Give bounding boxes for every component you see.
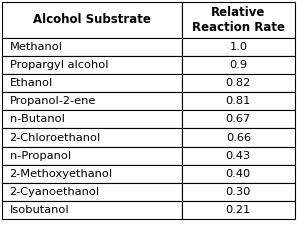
Bar (2, 92, 182, 110)
Bar (182, 165, 295, 183)
Text: 0.30: 0.30 (226, 187, 251, 197)
Bar (182, 74, 295, 92)
Text: Alcohol Substrate: Alcohol Substrate (33, 13, 151, 26)
Text: 0.9: 0.9 (229, 60, 247, 70)
Text: 0.21: 0.21 (226, 205, 251, 215)
Text: 1.0: 1.0 (229, 42, 247, 52)
Bar (2, 56, 182, 74)
Bar (2, 147, 182, 165)
Bar (2, 201, 182, 219)
Text: Isobutanol: Isobutanol (10, 205, 69, 215)
Bar (2, 38, 182, 56)
Bar (182, 183, 295, 201)
Bar (182, 110, 295, 129)
Bar (182, 2, 295, 38)
Text: 2-Cyanoethanol: 2-Cyanoethanol (10, 187, 100, 197)
Text: 0.66: 0.66 (226, 133, 251, 143)
Text: 0.40: 0.40 (226, 169, 251, 179)
Text: 0.43: 0.43 (226, 151, 251, 161)
Bar (182, 147, 295, 165)
Text: n-Propanol: n-Propanol (10, 151, 71, 161)
Text: 0.82: 0.82 (226, 78, 251, 88)
Bar (2, 129, 182, 147)
Text: Methanol: Methanol (10, 42, 63, 52)
Text: Propargyl alcohol: Propargyl alcohol (10, 60, 108, 70)
Bar (182, 38, 295, 56)
Bar (182, 92, 295, 110)
Bar (2, 2, 182, 38)
Text: 2-Chloroethanol: 2-Chloroethanol (10, 133, 101, 143)
Text: Ethanol: Ethanol (10, 78, 53, 88)
Bar (2, 183, 182, 201)
Bar (2, 110, 182, 129)
Text: 2-Methoxyethanol: 2-Methoxyethanol (10, 169, 113, 179)
Text: Propanol-2-ene: Propanol-2-ene (10, 96, 96, 106)
Bar (182, 129, 295, 147)
Bar (182, 201, 295, 219)
Text: 0.67: 0.67 (226, 114, 251, 124)
Text: Relative
Reaction Rate: Relative Reaction Rate (192, 6, 285, 34)
Bar (182, 56, 295, 74)
Text: 0.81: 0.81 (226, 96, 251, 106)
Text: n-Butanol: n-Butanol (10, 114, 64, 124)
Bar (2, 165, 182, 183)
Bar (2, 74, 182, 92)
